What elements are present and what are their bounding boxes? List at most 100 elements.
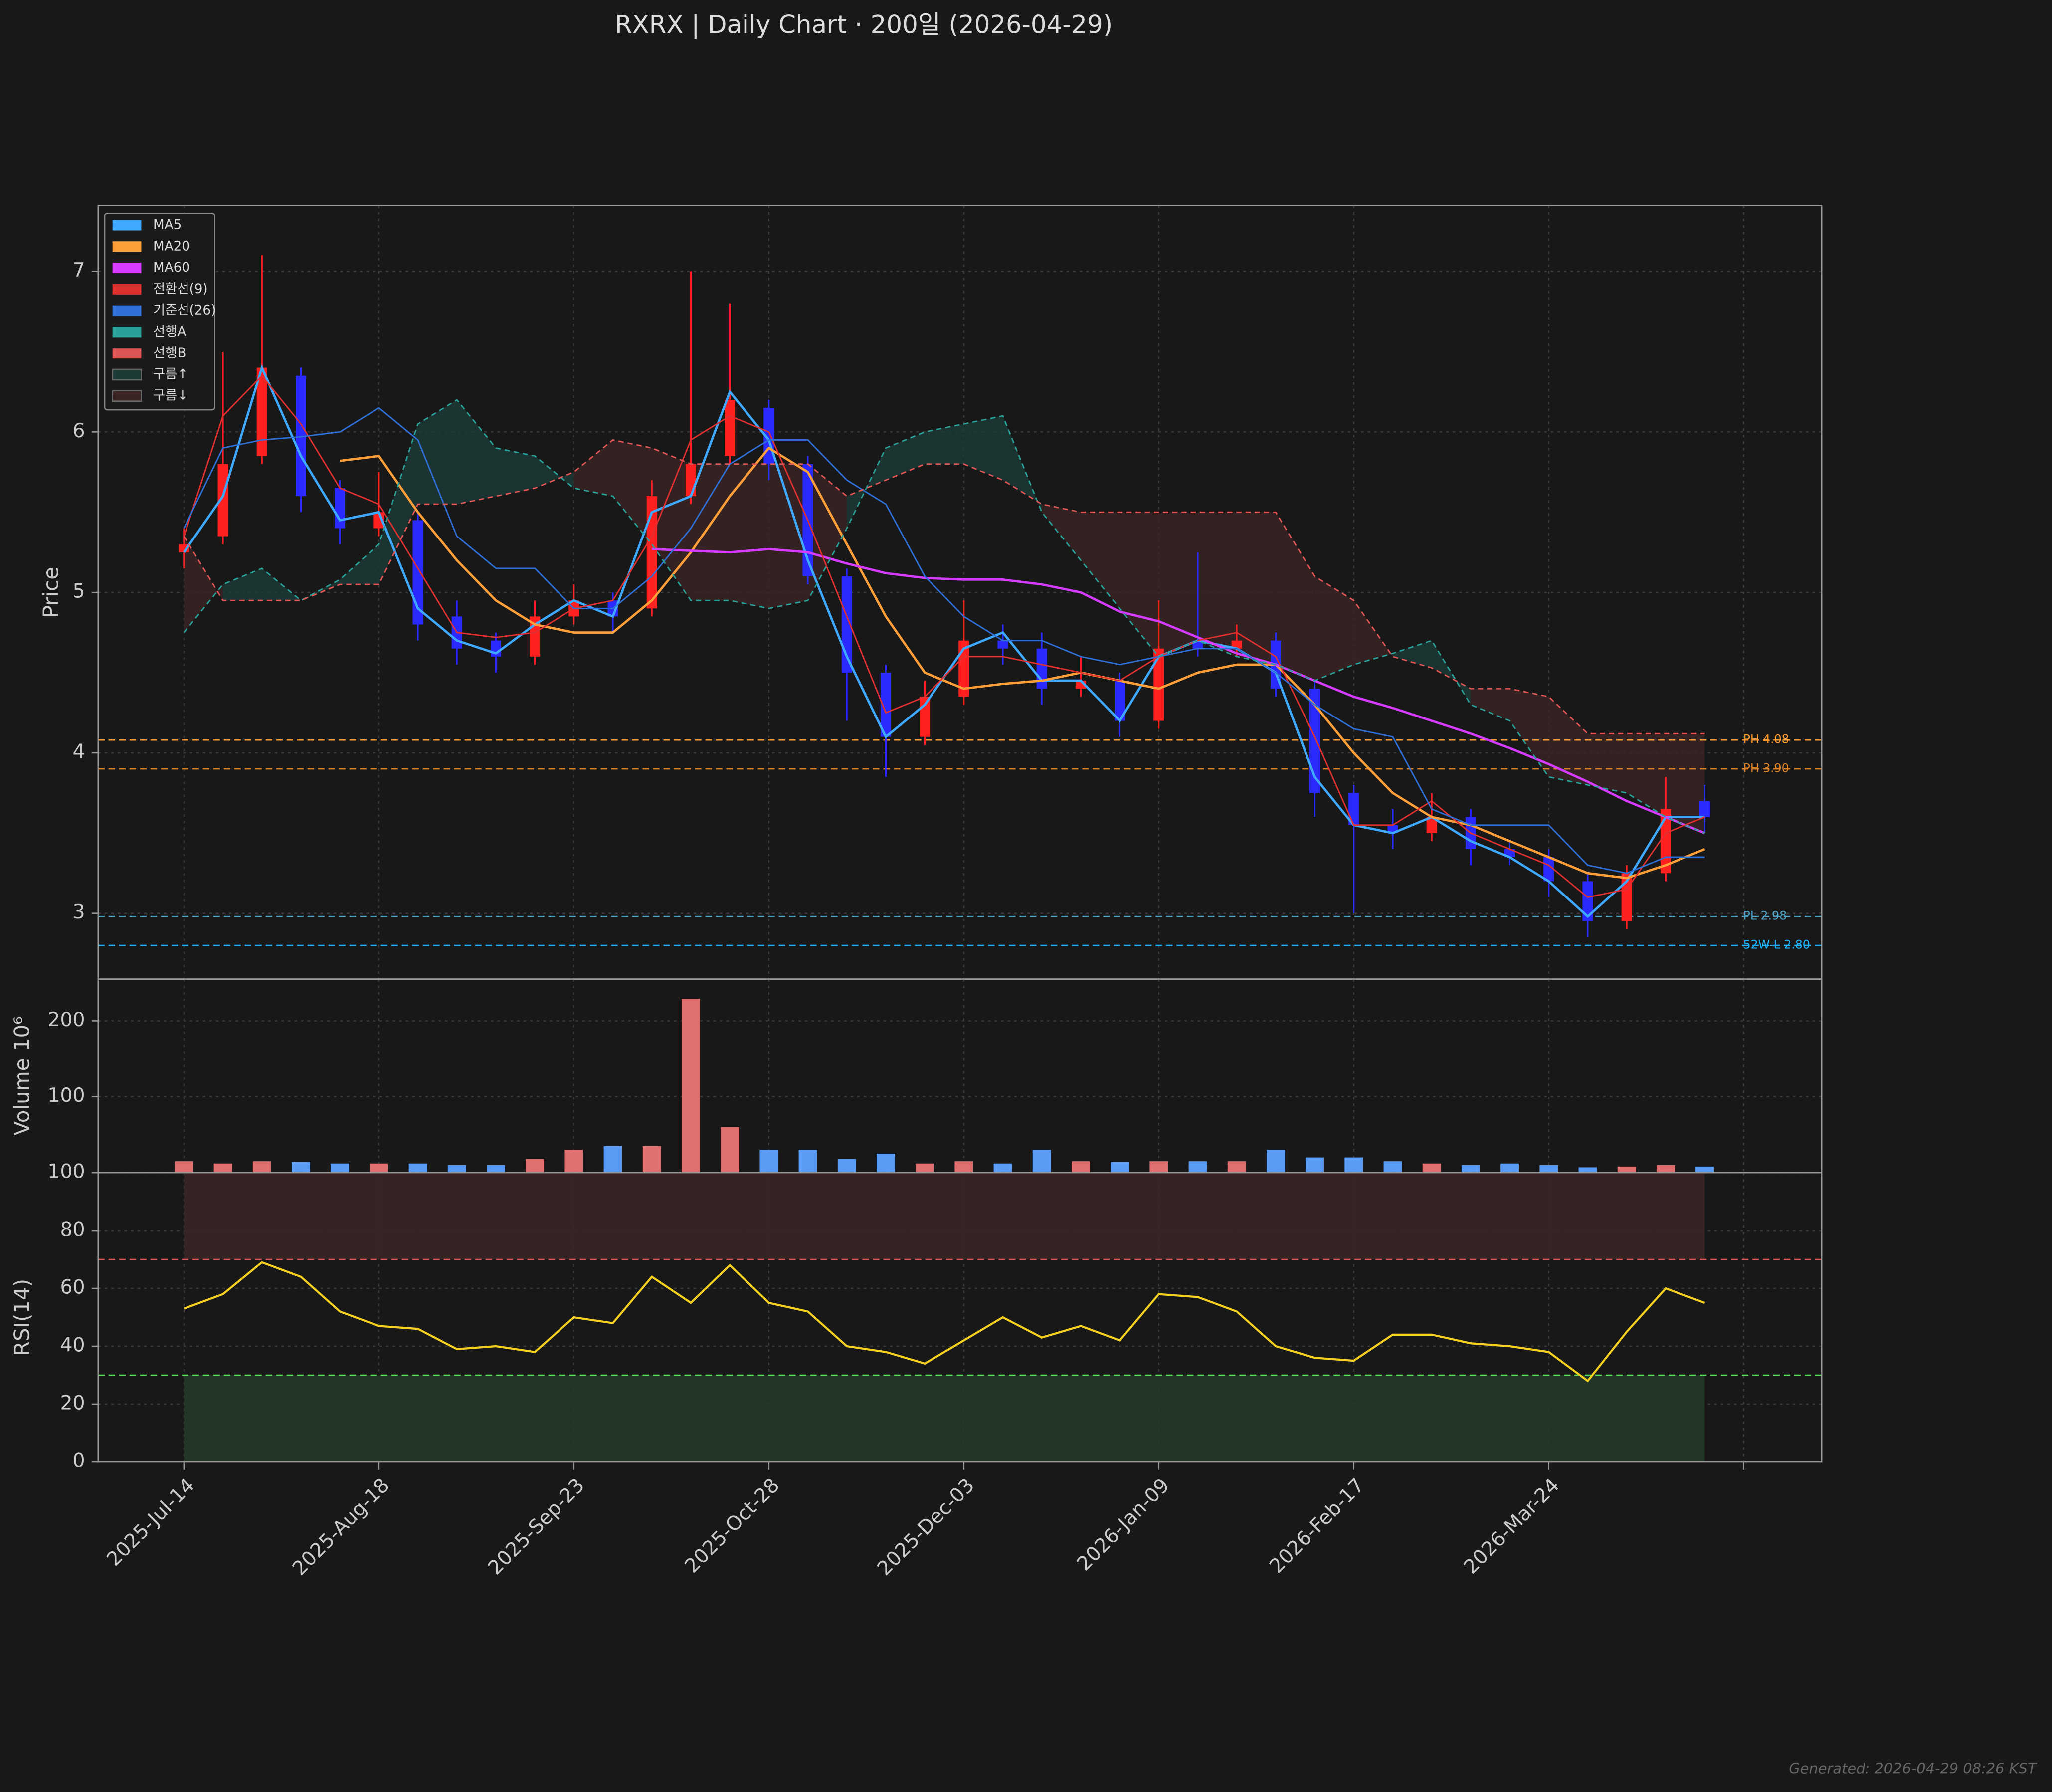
volume-bar bbox=[1383, 1161, 1402, 1173]
y-tick-label: 200 bbox=[47, 1008, 85, 1031]
y-tick-label: 4 bbox=[73, 740, 85, 763]
volume-bar bbox=[331, 1163, 350, 1173]
candle-body bbox=[1036, 648, 1047, 689]
volume-bar bbox=[1306, 1157, 1324, 1173]
candle-body bbox=[1543, 857, 1554, 882]
y-axis-label: Price bbox=[38, 567, 63, 618]
series-line bbox=[652, 547, 1705, 835]
volume-bar bbox=[1578, 1167, 1597, 1173]
legend-swatch bbox=[112, 263, 142, 274]
y-axis-label: Volume 10⁶ bbox=[10, 1016, 34, 1136]
y-tick-label: 100 bbox=[47, 1084, 85, 1107]
candle-body bbox=[958, 640, 969, 697]
cloud-fill bbox=[1314, 576, 1354, 681]
legend-swatch bbox=[112, 220, 142, 231]
volume-bar bbox=[1072, 1161, 1090, 1173]
cloud-fill bbox=[1276, 512, 1315, 681]
cloud-fill bbox=[1587, 733, 1627, 793]
rsi-zone bbox=[184, 1375, 1705, 1462]
cloud-fill bbox=[1237, 512, 1276, 665]
legend-swatch bbox=[112, 305, 142, 316]
cloud-fill bbox=[184, 536, 223, 633]
rsi-zone bbox=[184, 1173, 1705, 1260]
y-tick-label: 7 bbox=[73, 259, 85, 282]
cloud-fill bbox=[1509, 689, 1549, 777]
cloud-fill bbox=[691, 464, 730, 601]
volume-bar bbox=[642, 1146, 661, 1173]
volume-bar bbox=[603, 1146, 622, 1173]
cloud-fill bbox=[808, 464, 847, 601]
candle-body bbox=[1426, 817, 1437, 833]
series-line bbox=[183, 407, 1705, 874]
legend-swatch bbox=[112, 390, 142, 402]
cloud-fill bbox=[652, 448, 691, 601]
candle-body bbox=[1231, 640, 1242, 649]
legend-label: 구름↓ bbox=[153, 388, 188, 403]
volume-bar bbox=[721, 1127, 739, 1173]
candle-body bbox=[335, 488, 346, 529]
volume-bar bbox=[1032, 1150, 1051, 1173]
volume-bar bbox=[1344, 1157, 1363, 1173]
volume-bar bbox=[447, 1165, 466, 1173]
cloud-fill bbox=[1471, 689, 1510, 721]
y-tick-label: 60 bbox=[60, 1276, 85, 1299]
volume-bar bbox=[175, 1161, 193, 1173]
volume-bar bbox=[798, 1150, 817, 1173]
volume-bar bbox=[1266, 1150, 1285, 1173]
y-tick-label: 0 bbox=[73, 1449, 85, 1472]
rsi-line bbox=[184, 1261, 1705, 1383]
volume-bar bbox=[1422, 1163, 1441, 1173]
volume-bar bbox=[1695, 1166, 1714, 1173]
cloud-fill bbox=[1353, 600, 1393, 665]
legend-label: 기준선(26) bbox=[153, 303, 216, 318]
volume-bar bbox=[1461, 1165, 1480, 1173]
candle-body bbox=[1348, 793, 1359, 825]
volume-bar bbox=[564, 1150, 583, 1173]
cloud-fill bbox=[1158, 512, 1198, 657]
candle-body bbox=[1115, 681, 1125, 721]
volume-bar bbox=[1149, 1161, 1168, 1173]
y-tick-label: 5 bbox=[73, 580, 85, 603]
volume-bar bbox=[1539, 1165, 1558, 1173]
reference-label: PH 3.90 bbox=[1743, 761, 1789, 775]
candle-body bbox=[685, 464, 696, 497]
cloud-fill bbox=[963, 416, 1003, 480]
volume-bar bbox=[408, 1163, 427, 1173]
volume-bar bbox=[370, 1163, 388, 1173]
volume-bar bbox=[993, 1163, 1012, 1173]
reference-label: PH 4.08 bbox=[1743, 732, 1789, 746]
cloud-fill bbox=[223, 568, 262, 601]
volume-bar bbox=[837, 1159, 856, 1173]
cloud-fill bbox=[730, 464, 769, 609]
cloud-fill bbox=[768, 464, 808, 609]
volume-bar bbox=[292, 1162, 310, 1173]
chart-title: RXRX | Daily Chart · 200일 (2026-04-29) bbox=[615, 10, 1113, 39]
candle-body bbox=[295, 375, 306, 497]
candle-body bbox=[1153, 648, 1164, 721]
cloud-fill bbox=[1042, 504, 1081, 560]
candle-body bbox=[725, 400, 736, 456]
volume-bar bbox=[252, 1161, 271, 1173]
legend-label: 선행A bbox=[153, 324, 186, 339]
panel-frame bbox=[97, 1172, 1823, 1463]
volume-bar bbox=[213, 1163, 232, 1173]
volume-bar bbox=[526, 1159, 544, 1173]
candle-body bbox=[880, 673, 891, 737]
candle-body bbox=[646, 496, 657, 609]
legend-swatch bbox=[112, 348, 142, 359]
volume-bar bbox=[759, 1150, 778, 1173]
candle-body bbox=[997, 640, 1008, 649]
y-tick-label: 80 bbox=[60, 1218, 85, 1241]
cloud-fill bbox=[1666, 733, 1705, 833]
legend-label: MA20 bbox=[153, 239, 190, 254]
candle-body bbox=[256, 367, 267, 456]
volume-bar bbox=[1111, 1162, 1129, 1173]
candle-body bbox=[1699, 801, 1710, 817]
volume-bar bbox=[877, 1153, 895, 1173]
y-tick-label: 100 bbox=[47, 1160, 85, 1183]
cloud-fill bbox=[925, 424, 964, 464]
volume-bar bbox=[487, 1165, 505, 1173]
